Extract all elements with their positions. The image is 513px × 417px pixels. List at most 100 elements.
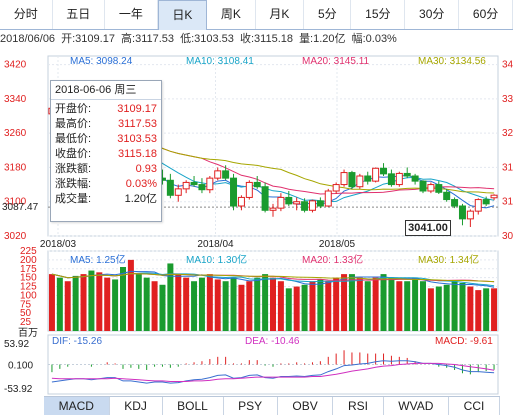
tab-0[interactable]: 分时 [0, 0, 53, 29]
candle-body [237, 196, 245, 207]
candle-body [182, 181, 190, 190]
candle-body [458, 205, 466, 220]
tab-2[interactable]: 一年 [105, 0, 158, 29]
tab-8[interactable]: 30分 [405, 0, 460, 29]
y-tick-label: 3020 [4, 231, 27, 242]
y-tick-label: 3260 [4, 128, 27, 139]
volume-legend: MA5: 1.25亿 [70, 253, 126, 266]
y-tick-label: 3340 [4, 94, 27, 105]
volume-bar [96, 272, 103, 331]
volume-bar [420, 281, 426, 331]
volume-bar [127, 259, 134, 331]
volume-tick-label: 200 [20, 255, 37, 266]
volume-bar [143, 277, 150, 331]
candle-body [230, 177, 238, 207]
ma-legend: MA10: 3108.41 [186, 56, 254, 67]
candle-body [403, 172, 411, 177]
candle-body [490, 194, 498, 199]
indicator-tab-cci[interactable]: CCI [449, 397, 500, 415]
y-tick-label-right: 3180 [502, 162, 513, 173]
popup-row: 涨跌额: 0.93 [51, 162, 161, 177]
volume-legend: MA30: 1.34亿 [418, 253, 479, 266]
y-tick-label-right: 3100 [502, 197, 513, 208]
volume-bar [301, 284, 308, 331]
quote-info-line: 2018/06/06 开:3109.17 高:3117.53 低:3103.53… [0, 31, 513, 47]
candle-body [482, 199, 490, 205]
y-tick-label: 3100 [4, 197, 27, 208]
kline-chart[interactable]: 3420 3420 3340 3340 3260 3260 3180 3180 3100 3100… [0, 0, 513, 396]
x-tick-label: 2018/03 [40, 239, 77, 250]
info-amplitude: 幅:0.03% [351, 33, 397, 45]
y-tick-label-right: 3340 [502, 94, 513, 105]
tab-6[interactable]: 5分 [304, 0, 352, 29]
volume-bar [341, 274, 348, 331]
volume-bar [159, 284, 166, 331]
volume-tick-label: 75 [20, 299, 32, 310]
indicator-tab-kdj[interactable]: KDJ [110, 397, 163, 415]
volume-bar [412, 277, 419, 331]
indicator-tab-obv[interactable]: OBV [278, 397, 334, 415]
candle-body [364, 175, 372, 182]
volume-bar [206, 274, 213, 331]
popup-row: 涨跌幅: 0.03% [51, 177, 161, 192]
candle-body [301, 201, 309, 211]
indicator-tab-rsi[interactable]: RSI [333, 397, 384, 415]
popup-title: 2018-06-06 周三 [51, 81, 161, 100]
volume-bar [246, 281, 253, 331]
volume-bar [388, 277, 395, 331]
volume-bar [56, 277, 63, 331]
macd-legend: DEA: -10.46 [245, 336, 300, 347]
candle-body [222, 170, 230, 179]
ma-legend: MA5: 3098.24 [70, 56, 133, 67]
candle-body [206, 177, 214, 191]
popup-row-key: 最低价: [55, 133, 92, 145]
cursor-y-label: 3087.47 [2, 202, 39, 213]
indicator-tab-psy[interactable]: PSY [224, 397, 278, 415]
volume-bar [491, 288, 498, 331]
popup-row-value: 1.20亿 [124, 193, 157, 205]
y-tick-label-right: 3420 [502, 60, 513, 71]
indicator-tab-macd[interactable]: MACD [44, 397, 110, 415]
volume-bar [80, 274, 87, 331]
ma-legend: MA30: 3134.56 [418, 56, 486, 67]
volume-tick-label: 225 [20, 246, 37, 257]
indicator-tab-wvad[interactable]: WVAD [384, 397, 450, 415]
candle-body [324, 190, 332, 207]
macd-dea-line [51, 362, 495, 382]
volume-tick-label: 175 [20, 264, 37, 275]
macd-tick-label: 53.92 [4, 339, 29, 350]
volume-ma-line [51, 273, 495, 283]
popup-row: 开盘价: 3109.17 [51, 102, 161, 117]
popup-row-value: 3109.17 [117, 103, 157, 115]
volume-bar [191, 281, 198, 331]
volume-legend: MA10: 1.30亿 [186, 253, 247, 266]
volume-tick-label: 50 [20, 308, 32, 319]
candle-body [269, 207, 277, 211]
volume-bar [262, 274, 269, 331]
candle-body [435, 184, 443, 193]
candle-body [316, 200, 324, 207]
volume-bar [64, 281, 71, 331]
tab-1[interactable]: 五日 [53, 0, 106, 29]
volume-bar [277, 281, 284, 331]
volume-bar [120, 267, 126, 331]
volume-bar [112, 279, 119, 331]
popup-row-key: 最高价: [55, 118, 92, 130]
tab-4[interactable]: 周K [207, 0, 256, 29]
indicator-tab-boll[interactable]: BOLL [163, 397, 224, 415]
volume-bar [285, 288, 292, 331]
volume-tick-label: 100 [20, 290, 37, 301]
y-tick-label-right: 3260 [502, 128, 513, 139]
tab-5[interactable]: 月K [256, 0, 305, 29]
tab-7[interactable]: 15分 [351, 0, 406, 29]
candle-body [443, 191, 451, 201]
tab-3[interactable]: 日K [157, 0, 208, 30]
volume-bar [151, 281, 158, 331]
volume-bar [435, 286, 442, 331]
candle-body [245, 181, 253, 198]
candle-body [451, 199, 459, 207]
info-close: 收:3115.18 [239, 33, 293, 45]
volume-tick-label: 150 [20, 273, 37, 284]
volume-bar [475, 290, 482, 331]
volume-bar [404, 281, 411, 331]
